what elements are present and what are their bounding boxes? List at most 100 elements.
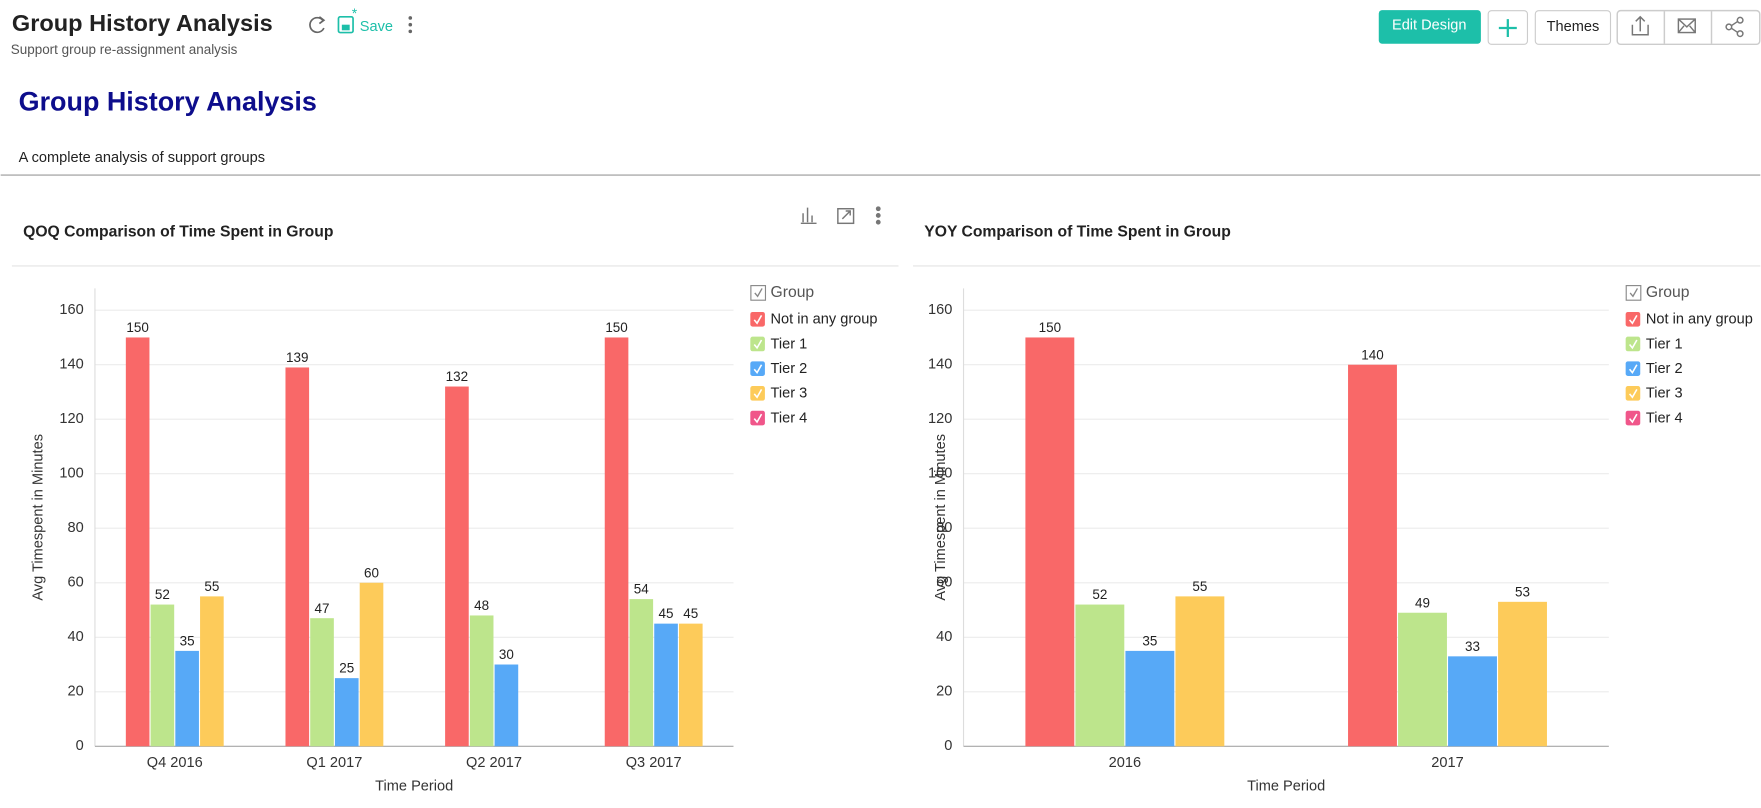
data-label: 139: [286, 350, 308, 365]
save-button[interactable]: * Save: [337, 6, 393, 35]
chart-toolbar[interactable]: [800, 206, 881, 225]
legend-swatch: [750, 311, 765, 327]
data-label: 150: [1039, 320, 1061, 335]
bar: [1348, 364, 1397, 747]
add-button[interactable]: [1487, 10, 1529, 45]
bar: [629, 599, 654, 747]
chart-title: YOY Comparison of Time Spent in Group: [924, 223, 1231, 240]
legend-check: [753, 389, 763, 399]
bar: [334, 678, 359, 747]
bar: [445, 386, 469, 747]
data-label: 33: [1465, 639, 1480, 654]
share-icons[interactable]: [1616, 9, 1761, 46]
y-axis-label: Avg Timespent in Minutes: [933, 434, 949, 601]
refresh-icon[interactable]: [309, 16, 326, 34]
legend-swatch: [1625, 336, 1641, 352]
data-label: 48: [474, 598, 489, 613]
bar: [494, 664, 519, 747]
legend-swatch: [1625, 361, 1641, 376]
bar: [1075, 604, 1125, 747]
bar: [469, 615, 494, 747]
save-label[interactable]: Save: [360, 19, 393, 35]
bar: [1398, 612, 1447, 747]
legend-label: Not in any group: [1646, 312, 1753, 328]
bar: [678, 623, 703, 747]
themes-button[interactable]: Themes: [1534, 10, 1612, 45]
legend-check: [1628, 339, 1638, 350]
legend-check: [1628, 364, 1638, 374]
data-label: 140: [1361, 347, 1383, 362]
bar: [1025, 337, 1075, 747]
x-tick-label: Q2 2017: [466, 755, 522, 771]
data-label: 55: [1192, 579, 1207, 594]
y-tick-label: 120: [928, 411, 952, 427]
bar: [200, 596, 224, 747]
legend-label: Tier 1: [771, 336, 808, 352]
y-tick-label: 0: [76, 738, 84, 754]
bar: [654, 623, 678, 747]
y-tick-label: 140: [928, 357, 952, 373]
legend-check: [1628, 413, 1638, 424]
dashboard-subtitle: Support group re-assignment analysis: [11, 42, 238, 57]
legend-checkbox: [750, 285, 767, 301]
legend-check: [753, 364, 763, 374]
legend-label: Tier 3: [771, 386, 808, 402]
y-tick-label: 120: [59, 411, 83, 427]
legend-swatch: [750, 336, 765, 352]
legend-check: [753, 314, 763, 325]
y-axis-label: Avg Timespent in Minutes: [31, 434, 47, 601]
data-label: 55: [204, 579, 219, 594]
y-tick-label: 140: [59, 357, 83, 373]
x-axis-label: Time Period: [1247, 779, 1325, 795]
data-label: 47: [315, 601, 330, 616]
data-label: 49: [1415, 595, 1430, 610]
legend-label: Tier 2: [771, 361, 808, 377]
legend-swatch: [750, 386, 765, 401]
bar: [175, 650, 199, 747]
x-tick-label: 2016: [1109, 755, 1141, 771]
themes-label[interactable]: Themes: [1547, 19, 1600, 35]
y-tick-label: 60: [936, 575, 952, 591]
legend-checkbox: [1625, 285, 1642, 301]
data-label: 132: [446, 369, 468, 384]
data-label: 25: [339, 661, 354, 676]
bar: [1498, 601, 1547, 747]
bar: [1448, 656, 1497, 747]
more-menu[interactable]: [408, 16, 413, 34]
y-tick-label: 20: [68, 684, 84, 700]
data-label: 54: [634, 582, 649, 597]
legend-label: Not in any group: [771, 312, 878, 328]
data-label: 30: [499, 647, 514, 662]
report-title: Group History Analysis: [19, 86, 317, 116]
x-tick-label: Q4 2016: [147, 755, 203, 771]
y-tick-label: 40: [936, 629, 952, 645]
data-label: 60: [364, 565, 379, 580]
data-label: 45: [659, 606, 674, 621]
y-tick-label: 160: [59, 302, 83, 318]
x-tick-label: Q3 2017: [626, 755, 682, 771]
data-label: 35: [1142, 633, 1157, 648]
x-axis-label: Time Period: [375, 779, 453, 795]
legend-swatch: [1625, 410, 1641, 426]
y-tick-label: 20: [936, 684, 952, 700]
data-label: 35: [180, 633, 195, 648]
y-tick-label: 80: [68, 520, 84, 536]
data-label: 53: [1515, 584, 1530, 599]
edit-design-button[interactable]: Edit Design: [1378, 10, 1481, 44]
y-tick-label: 60: [68, 575, 84, 591]
data-label: 150: [605, 320, 627, 335]
y-tick-label: 100: [59, 466, 83, 482]
x-tick-label: Q1 2017: [306, 755, 362, 771]
legend-swatch: [1625, 386, 1641, 401]
legend-swatch: [1625, 311, 1641, 327]
data-label: 52: [155, 587, 170, 602]
bar: [125, 337, 150, 747]
legend-swatch: [750, 410, 765, 426]
bar: [604, 337, 629, 747]
legend-check: [1629, 288, 1639, 298]
data-label: 45: [683, 606, 698, 621]
bar: [150, 604, 175, 747]
edit-design-label[interactable]: Edit Design: [1392, 18, 1467, 34]
